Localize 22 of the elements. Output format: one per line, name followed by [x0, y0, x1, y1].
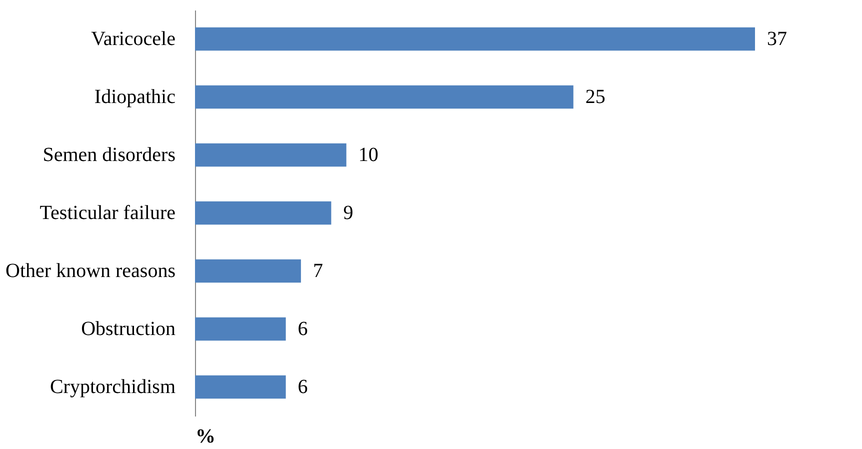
bar: [195, 27, 755, 51]
bar: [195, 375, 286, 399]
data-label: 6: [298, 318, 308, 340]
bar: [195, 259, 301, 283]
y-tick-label: Cryptorchidism: [50, 376, 176, 398]
data-label: 25: [585, 86, 606, 108]
y-tick-label: Varicocele: [91, 28, 176, 50]
bar: [195, 201, 332, 225]
bar: [195, 143, 346, 167]
data-label: 7: [312, 260, 323, 282]
data-label: 37: [767, 28, 787, 50]
y-tick-label: Idiopathic: [94, 86, 176, 108]
y-tick-label: Semen disorders: [42, 144, 176, 166]
data-label: 6: [298, 376, 308, 398]
data-label: 10: [358, 144, 378, 166]
data-label: 9: [343, 202, 354, 224]
y-tick-label: Obstruction: [81, 318, 176, 340]
bar: [195, 317, 286, 341]
bar: [195, 85, 574, 109]
y-tick-label: Other known reasons: [6, 260, 176, 282]
y-tick-label: Testicular failure: [40, 202, 176, 224]
x-axis-title: %: [196, 426, 216, 448]
